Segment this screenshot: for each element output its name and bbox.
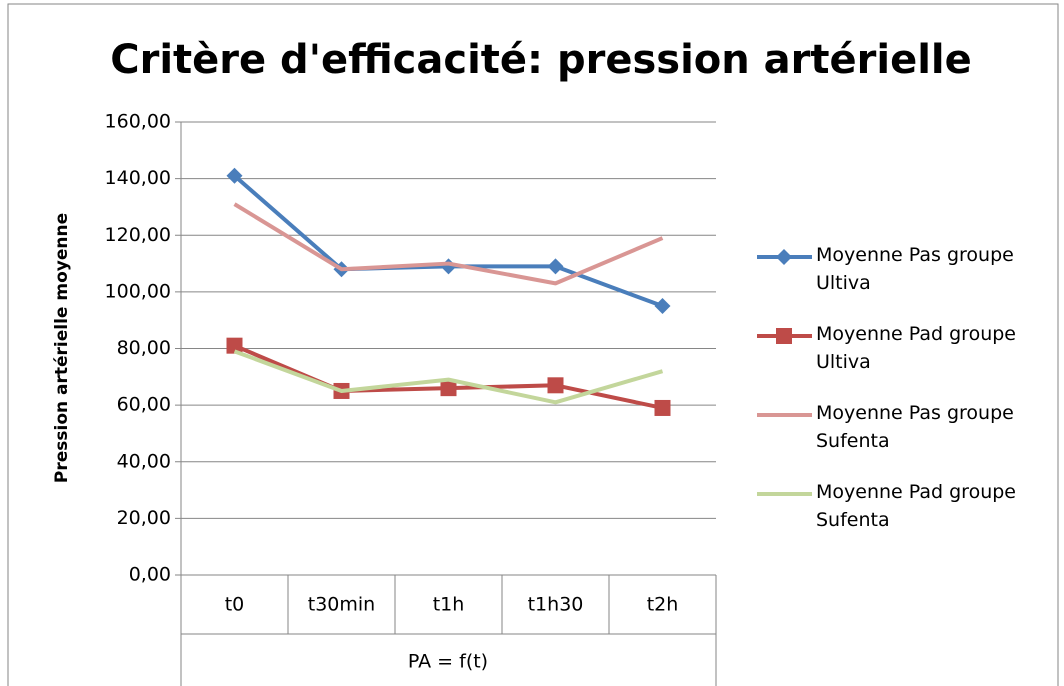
marker <box>440 380 457 397</box>
y-tick-label: 0,00 <box>129 564 171 586</box>
x-tick-label: t1h <box>433 594 465 616</box>
series-line <box>233 349 664 405</box>
x-tick-label: t2h <box>647 594 679 616</box>
y-tick-label: 100,00 <box>105 280 171 302</box>
marker <box>654 399 671 416</box>
y-tick-label: 80,00 <box>117 337 171 359</box>
y-tick-label: 20,00 <box>117 507 171 529</box>
marker <box>547 377 564 394</box>
y-tick-label: 60,00 <box>117 394 171 416</box>
y-tick-label: 140,00 <box>105 167 171 189</box>
legend-label: Moyenne Pad groupe Sufenta <box>816 481 1016 531</box>
marker <box>226 167 243 184</box>
chart-border <box>7 3 1059 686</box>
x-tick-label: t1h30 <box>528 594 584 616</box>
y-tick-label: 160,00 <box>105 111 171 133</box>
x-axis-title: PA = f(t) <box>408 651 488 673</box>
marker <box>776 249 792 265</box>
chart-title: Critère d'efficacité: pression artériell… <box>110 37 972 83</box>
marker <box>547 258 564 275</box>
legend-label: Moyenne Pas groupe Sufenta <box>816 402 1014 452</box>
legend-label: Moyenne Pas groupe Ultiva <box>816 244 1014 294</box>
x-tick-label: t30min <box>308 594 375 616</box>
y-axis-title: Pression artérielle moyenne <box>52 213 72 483</box>
marker <box>776 328 792 344</box>
marker <box>226 337 243 354</box>
x-tick-label: t0 <box>225 594 245 616</box>
legend-label: Moyenne Pad groupe Ultiva <box>816 323 1016 373</box>
marker <box>654 298 671 315</box>
y-tick-label: 120,00 <box>105 224 171 246</box>
y-tick-label: 40,00 <box>117 450 171 472</box>
series-line <box>233 202 664 286</box>
